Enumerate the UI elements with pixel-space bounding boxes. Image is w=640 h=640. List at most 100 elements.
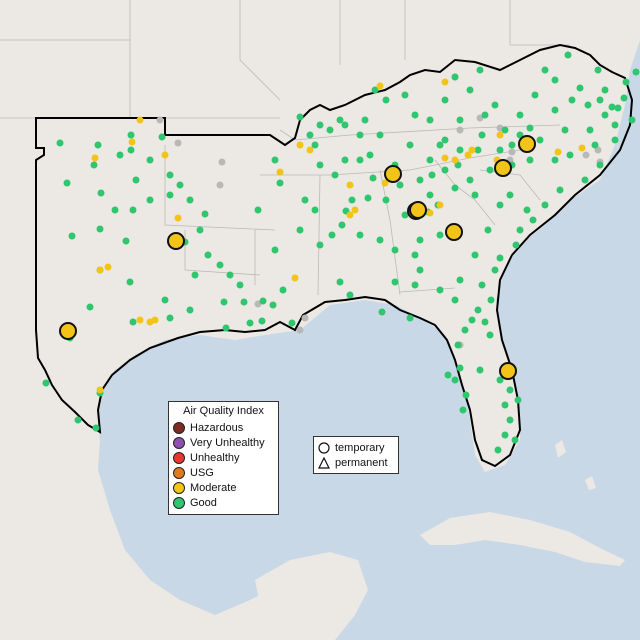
monitor-point-good bbox=[516, 111, 524, 119]
legend-title: Air Quality Index bbox=[183, 405, 264, 417]
monitor-point-good bbox=[436, 141, 444, 149]
monitor-point-good bbox=[456, 116, 464, 124]
legend-item-unhealthy: Unhealthy bbox=[173, 451, 240, 465]
monitor-point-good bbox=[316, 161, 324, 169]
monitor-point-moderate bbox=[554, 148, 562, 156]
monitor-point-good bbox=[541, 201, 549, 209]
monitor-point-good bbox=[311, 206, 319, 214]
monitor-point-moderate bbox=[426, 209, 434, 217]
monitor-point-good bbox=[396, 181, 404, 189]
monitor-point-good bbox=[471, 251, 479, 259]
monitor-point-good bbox=[620, 94, 628, 102]
monitor-point-moderate bbox=[496, 131, 504, 139]
monitor-point-moderate bbox=[96, 386, 104, 394]
monitor-point-good bbox=[601, 86, 609, 94]
monitor-point-good bbox=[596, 96, 604, 104]
monitor-point-good bbox=[271, 246, 279, 254]
legend-item-hazardous: Hazardous bbox=[173, 421, 243, 435]
monitor-point-good bbox=[158, 133, 166, 141]
monitor-point-good bbox=[42, 379, 50, 387]
monitor-point-good bbox=[426, 156, 434, 164]
monitor-point-good bbox=[487, 296, 495, 304]
monitor-point-good bbox=[326, 126, 334, 134]
legend-label: permanent bbox=[335, 457, 388, 469]
monitor-point-good bbox=[614, 104, 622, 112]
monitor-point-good bbox=[68, 232, 76, 240]
monitor-point-good bbox=[279, 286, 287, 294]
monitor-point-good bbox=[391, 278, 399, 286]
monitor-point-good bbox=[166, 171, 174, 179]
monitor-point-good bbox=[456, 364, 464, 372]
monitor-point-good bbox=[506, 191, 514, 199]
monitor-point-good bbox=[428, 171, 436, 179]
monitor-point-good bbox=[566, 151, 574, 159]
monitor-point-good bbox=[501, 431, 509, 439]
monitor-point-good bbox=[491, 101, 499, 109]
monitor-point-good bbox=[356, 231, 364, 239]
temporary-monitor-moderate bbox=[494, 159, 512, 177]
monitor-point-good bbox=[111, 206, 119, 214]
monitor-point-good bbox=[491, 266, 499, 274]
monitor-point-good bbox=[236, 281, 244, 289]
monitor-point-good bbox=[556, 186, 564, 194]
monitor-point-good bbox=[366, 151, 374, 159]
monitor-point-good bbox=[576, 84, 584, 92]
monitor-point-good bbox=[371, 86, 379, 94]
monitor-point-good bbox=[514, 396, 522, 404]
monitor-point-good bbox=[512, 241, 520, 249]
monitor-point-good bbox=[276, 179, 284, 187]
monitor-point-moderate bbox=[161, 151, 169, 159]
monitor-point-good bbox=[474, 146, 482, 154]
monitor-point-good bbox=[471, 191, 479, 199]
monitor-point-moderate bbox=[296, 141, 304, 149]
monitor-point-good bbox=[561, 126, 569, 134]
monitor-point-good bbox=[166, 191, 174, 199]
monitor-point-good bbox=[581, 176, 589, 184]
legend-item-moderate: Moderate bbox=[173, 481, 236, 495]
monitor-point-good bbox=[346, 291, 354, 299]
monitor-point-nodata bbox=[218, 158, 226, 166]
monitor-point-good bbox=[306, 131, 314, 139]
triangle-icon bbox=[318, 457, 330, 469]
monitor-type-legend: temporary permanent bbox=[313, 436, 399, 474]
monitor-point-good bbox=[496, 254, 504, 262]
legend-label: Good bbox=[190, 497, 217, 509]
monitor-point-good bbox=[416, 266, 424, 274]
monitor-point-moderate bbox=[464, 151, 472, 159]
monitor-point-moderate bbox=[468, 146, 476, 154]
monitor-point-good bbox=[316, 121, 324, 129]
monitor-point-good bbox=[328, 231, 336, 239]
monitor-point-good bbox=[529, 216, 537, 224]
monitor-point-good bbox=[411, 251, 419, 259]
region-boundary bbox=[35, 43, 634, 468]
monitor-point-good bbox=[90, 161, 98, 169]
monitor-point-moderate bbox=[291, 274, 299, 282]
monitor-point-good bbox=[441, 136, 449, 144]
monitor-point-good bbox=[216, 261, 224, 269]
monitor-point-good bbox=[496, 146, 504, 154]
monitor-points bbox=[42, 51, 640, 454]
monitor-point-good bbox=[356, 156, 364, 164]
monitor-point-good bbox=[316, 241, 324, 249]
monitor-point-good bbox=[196, 226, 204, 234]
legend-label: USG bbox=[190, 467, 214, 479]
monitor-point-moderate bbox=[151, 316, 159, 324]
very-unhealthy-swatch bbox=[173, 437, 185, 449]
monitor-point-good bbox=[222, 324, 230, 332]
monitor-point-good bbox=[96, 225, 104, 233]
monitor-point-good bbox=[226, 271, 234, 279]
monitor-point-good bbox=[382, 96, 390, 104]
monitor-point-good bbox=[541, 66, 549, 74]
monitor-point-good bbox=[632, 68, 640, 76]
monitor-point-good bbox=[536, 136, 544, 144]
monitor-point-good bbox=[451, 184, 459, 192]
monitor-point-good bbox=[186, 306, 194, 314]
monitor-point-good bbox=[296, 226, 304, 234]
monitor-point-good bbox=[258, 317, 266, 325]
legend-label: Unhealthy bbox=[190, 452, 240, 464]
monitor-point-good bbox=[416, 236, 424, 244]
monitor-point-good bbox=[376, 131, 384, 139]
monitor-point-good bbox=[436, 231, 444, 239]
monitor-point-good bbox=[456, 276, 464, 284]
